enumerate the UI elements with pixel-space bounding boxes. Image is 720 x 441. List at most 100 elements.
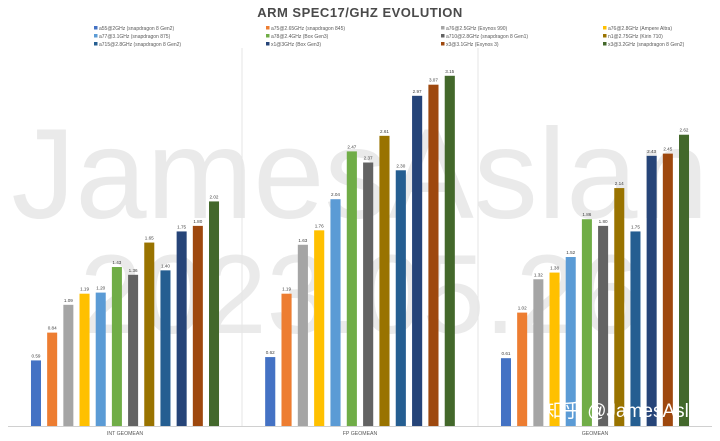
bar-value-label: 1.32 xyxy=(534,272,543,277)
bar-value-label: 1.75 xyxy=(631,224,640,229)
bar xyxy=(128,274,139,426)
legend-entry: x1@3GHz (Box Gen3) xyxy=(271,42,321,48)
legend-swatch xyxy=(94,42,98,46)
bar xyxy=(160,270,171,426)
bar xyxy=(297,244,308,426)
bar xyxy=(379,135,390,426)
watermark: JamesAslan 2023.05.26 xyxy=(11,103,708,357)
bar-value-label: 2.37 xyxy=(364,156,373,161)
legend-entry: x3@3.1GHz (Exynos 3) xyxy=(446,42,499,48)
bar xyxy=(395,170,406,426)
legend-swatch xyxy=(441,42,445,46)
bar xyxy=(281,293,292,426)
bar-value-label: 3.07 xyxy=(429,78,438,83)
legend-swatch xyxy=(603,26,607,30)
bar-value-label: 0.61 xyxy=(502,351,511,356)
value-labels: 0.59 0.84 1.09 1.19 1.20 1.43 1.36 1.65 1.40 1.75… xyxy=(32,69,689,359)
bar-value-label: 1.63 xyxy=(298,238,307,243)
bar xyxy=(598,225,609,426)
plot-frame xyxy=(8,48,712,427)
bar xyxy=(662,153,673,426)
watermark-credit: 知乎 @JamesAslan xyxy=(544,400,710,422)
legend-entry: a710@2.8GHz (snapdragon 8 Gen1) xyxy=(446,34,528,40)
bar-value-label: 1.19 xyxy=(282,287,291,292)
bar-value-label: 2.04 xyxy=(331,192,340,197)
bar-value-label: 1.52 xyxy=(566,250,575,255)
bar xyxy=(500,358,511,426)
legend-entry: a55@2GHz (snapdragon 8 Gen2) xyxy=(99,26,174,32)
legend-swatch xyxy=(266,26,270,30)
bar-value-label: 2.43 xyxy=(647,149,656,154)
category-labels: INT GEOMEAN FP GEOMEAN GEOMEAN xyxy=(107,431,609,437)
bar xyxy=(30,360,41,426)
category-label: FP GEOMEAN xyxy=(343,431,378,437)
bar-value-label: 1.02 xyxy=(518,306,527,311)
bar-value-label: 2.62 xyxy=(680,128,689,133)
bar xyxy=(679,134,690,426)
bar-value-label: 1.86 xyxy=(582,212,591,217)
bar xyxy=(630,231,641,426)
bar xyxy=(412,95,423,426)
bar-value-label: 2.30 xyxy=(396,163,405,168)
bar-value-label: 1.80 xyxy=(193,219,202,224)
bar-value-label: 3.15 xyxy=(445,69,454,74)
bar xyxy=(330,199,341,426)
legend-entry: x3@3.2GHz (snapdragon 8 Gen2) xyxy=(608,42,685,48)
bar-value-label: 2.14 xyxy=(615,181,624,186)
bar xyxy=(144,242,155,426)
category-label: INT GEOMEAN xyxy=(107,431,143,437)
bar xyxy=(646,155,657,426)
bar-value-label: 1.80 xyxy=(599,219,608,224)
bar-value-label: 2.97 xyxy=(413,89,422,94)
category-label: GEOMEAN xyxy=(582,431,609,437)
bars xyxy=(30,75,690,426)
bar-value-label: 1.38 xyxy=(550,266,559,271)
legend-swatch xyxy=(603,34,607,38)
legend-entry: a75@2.65GHz (snapdragon 845) xyxy=(271,26,345,32)
bar-value-label: 1.19 xyxy=(80,287,89,292)
bar xyxy=(549,272,560,426)
legend-entry: a715@2.8GHz (snapdragon 8 Gen2) xyxy=(99,42,181,48)
bar xyxy=(428,84,439,426)
bar xyxy=(614,188,625,426)
bar xyxy=(533,279,544,426)
bar-value-label: 2.45 xyxy=(663,147,672,152)
bar xyxy=(265,357,276,426)
watermark-date: 2023.05.26 xyxy=(80,232,641,357)
bar-value-label: 1.09 xyxy=(64,298,73,303)
bar xyxy=(517,312,528,426)
bar-value-label: 0.84 xyxy=(48,326,57,331)
watermark-name: JamesAslan xyxy=(11,103,708,246)
bar xyxy=(581,219,592,426)
bar xyxy=(363,162,374,426)
bar-value-label: 1.76 xyxy=(315,223,324,228)
legend-swatch xyxy=(94,34,98,38)
legend-entry: a76@2.5GHz (Exynos 990) xyxy=(446,26,508,32)
legend-swatch xyxy=(441,26,445,30)
chart-title: ARM SPEC17/GHZ EVOLUTION xyxy=(257,5,463,20)
legend-swatch xyxy=(266,42,270,46)
bar xyxy=(63,304,74,426)
legend-swatch xyxy=(94,26,98,30)
legend-entry: a77@3.1GHz (snapdragon 875) xyxy=(99,34,171,40)
bar xyxy=(111,267,122,426)
bar-value-label: 0.62 xyxy=(266,350,275,355)
bar-value-label: 1.43 xyxy=(112,260,121,265)
legend-entry: a76@2.8GHz (Ampere Altra) xyxy=(608,26,672,32)
bar-value-label: 2.47 xyxy=(347,144,356,149)
bar-value-label: 1.36 xyxy=(129,268,138,273)
bar-value-label: 1.75 xyxy=(177,224,186,229)
legend-swatch xyxy=(266,34,270,38)
bar xyxy=(192,225,203,426)
bar-value-label: 1.20 xyxy=(96,286,105,291)
bar-value-label: 1.65 xyxy=(145,236,154,241)
legend-swatch xyxy=(603,42,607,46)
bar xyxy=(47,332,58,426)
legend: a55@2GHz (snapdragon 8 Gen2) a75@2.65GHz … xyxy=(94,26,685,48)
bar-value-label: 2.02 xyxy=(210,194,219,199)
bar xyxy=(176,231,187,426)
bar xyxy=(444,75,455,426)
bar xyxy=(346,151,357,426)
bar-value-label: 0.59 xyxy=(32,353,41,358)
